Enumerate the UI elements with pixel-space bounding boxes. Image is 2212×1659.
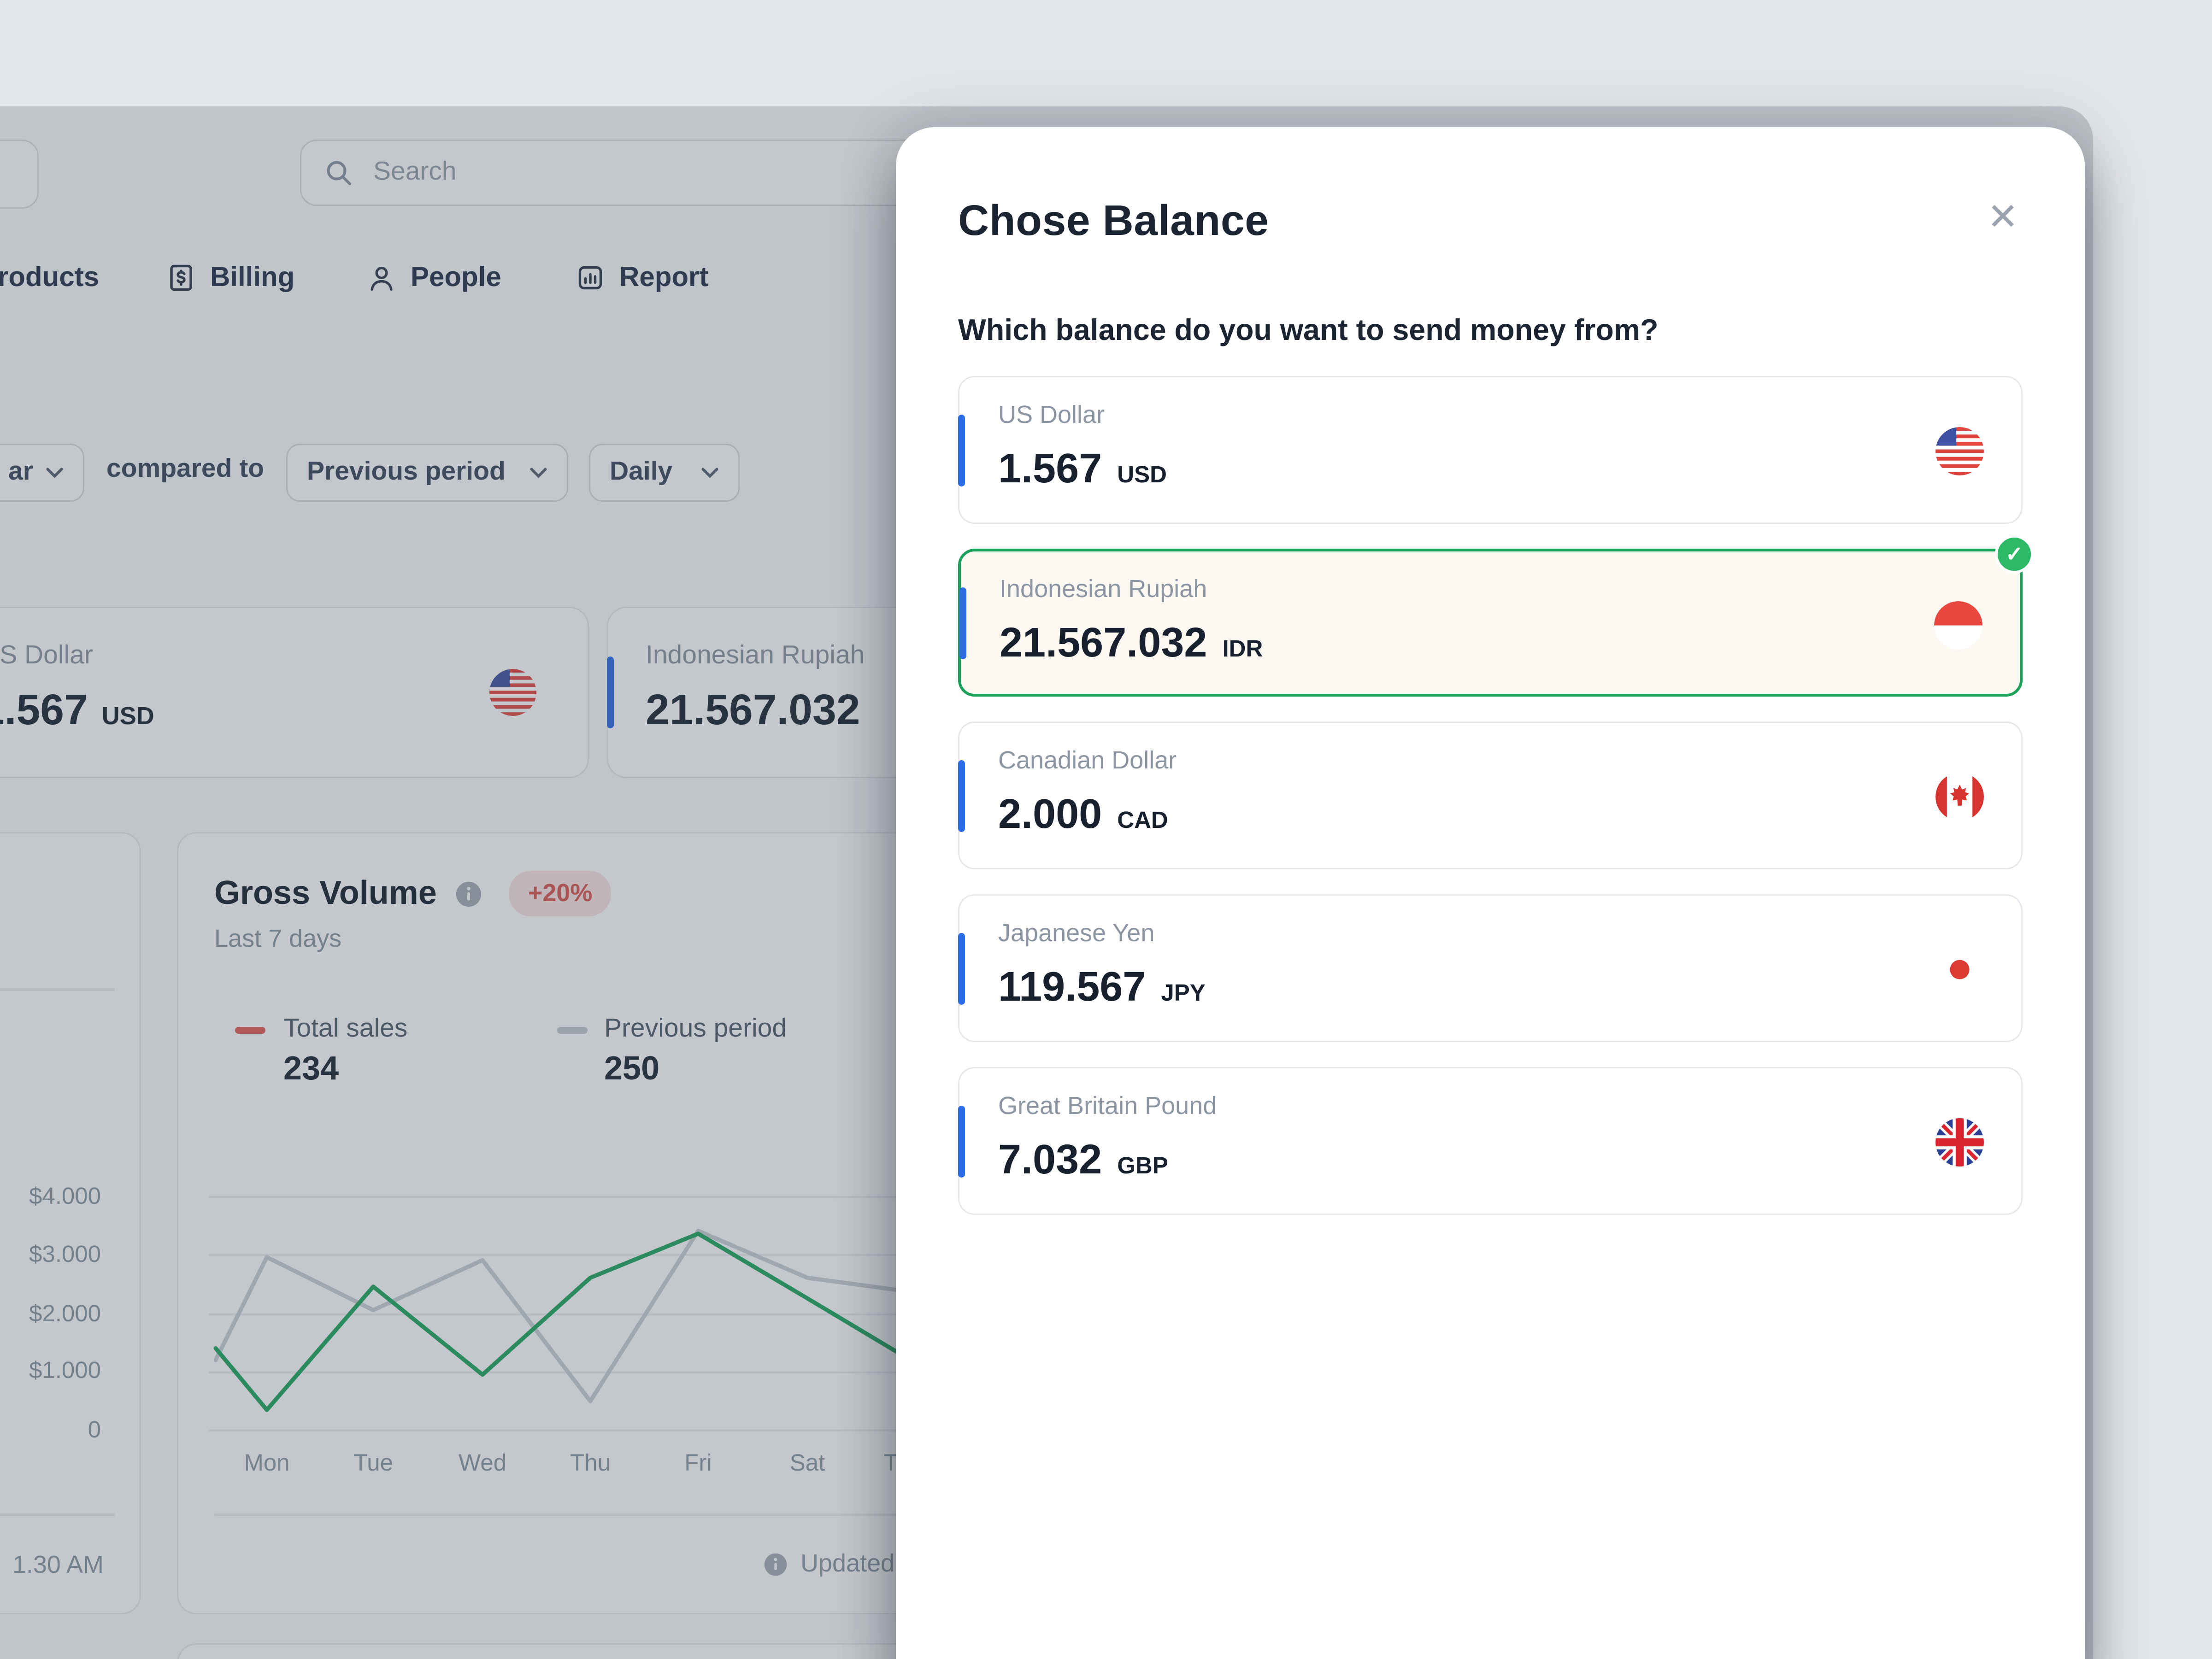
balance-name: Indonesian Rupiah bbox=[1000, 575, 1207, 603]
modal-question: Which balance do you want to send money … bbox=[958, 314, 1659, 347]
nav-item-billing[interactable]: Billing bbox=[166, 258, 294, 297]
balance-option-canadian-dollar[interactable]: Canadian Dollar 2.000 CAD ✓ bbox=[958, 721, 2023, 869]
info-icon[interactable] bbox=[455, 880, 482, 908]
legend-dash-total-sales bbox=[235, 1027, 265, 1033]
balance-name: Japanese Yen bbox=[998, 919, 1155, 947]
billing-icon bbox=[170, 264, 192, 291]
nav-billing-label: Billing bbox=[210, 262, 295, 293]
accent-bar bbox=[958, 1105, 965, 1177]
legend-value: 250 bbox=[604, 1050, 660, 1088]
nav-item-report[interactable]: Report bbox=[575, 258, 708, 297]
balance-currency-code: USD bbox=[101, 702, 154, 730]
x-axis-label: Fri bbox=[684, 1450, 712, 1476]
legend-value: 234 bbox=[283, 1050, 339, 1088]
y-axis-label: $3.000 bbox=[29, 1241, 101, 1267]
balance-options-list: US Dollar 1.567 USD ✓ Indonesian Rupiah … bbox=[958, 376, 2034, 1215]
period-cut-label: ar bbox=[8, 457, 33, 487]
balance-option-japanese-yen[interactable]: Japanese Yen 119.567 JPY ✓ bbox=[958, 894, 2023, 1042]
y-axis-label: 0 bbox=[88, 1417, 101, 1443]
selected-check-icon: ✓ bbox=[1995, 535, 2034, 574]
updated-label: Updated bbox=[800, 1549, 895, 1577]
granularity-label: Daily bbox=[610, 457, 673, 487]
legend-label: Total sales bbox=[283, 1014, 408, 1043]
y-axis-label: $1.000 bbox=[29, 1357, 101, 1383]
updated-info-icon bbox=[764, 1553, 787, 1575]
growth-badge: +20% bbox=[508, 871, 612, 916]
accent-bar bbox=[958, 759, 965, 832]
balance-amount: 1.567 bbox=[998, 446, 1102, 492]
people-icon bbox=[371, 267, 393, 291]
chose-balance-modal: Chose Balance ✕ Which balance do you wan… bbox=[896, 127, 2085, 1659]
uk-flag-icon bbox=[1936, 1118, 1984, 1167]
x-axis-label: Wed bbox=[459, 1450, 506, 1476]
balance-amount: 21.567.032 bbox=[646, 686, 860, 734]
x-axis-label: Thu bbox=[570, 1450, 611, 1476]
granularity-dropdown[interactable]: Daily bbox=[589, 444, 740, 502]
accent-bar bbox=[959, 586, 966, 659]
panel-footer-time: 1.30 AM bbox=[12, 1551, 104, 1578]
x-axis-label: Sat bbox=[789, 1450, 825, 1476]
header-stub-button[interactable] bbox=[0, 140, 39, 209]
balance-name: Canadian Dollar bbox=[998, 746, 1177, 774]
period-cut-dropdown[interactable]: ar bbox=[0, 444, 84, 502]
nav-report-label: Report bbox=[619, 262, 709, 293]
close-icon[interactable]: ✕ bbox=[1987, 196, 2018, 238]
legend-label: Previous period bbox=[604, 1014, 787, 1043]
report-icon bbox=[578, 266, 602, 290]
card-title: Gross Volume bbox=[214, 874, 437, 912]
balance-option-indonesian-rupiah[interactable]: Indonesian Rupiah 21.567.032 IDR ✓ bbox=[958, 535, 2034, 697]
divider bbox=[214, 1513, 1409, 1516]
balance-amount: 7.032 bbox=[998, 1137, 1102, 1183]
previous-period-label: Previous period bbox=[307, 457, 506, 487]
nav-products-label: Products bbox=[0, 262, 100, 293]
previous-period-dropdown[interactable]: Previous period bbox=[286, 444, 568, 502]
accent-bar bbox=[958, 414, 965, 486]
us-flag-icon bbox=[489, 669, 536, 716]
nav-item-people[interactable]: People bbox=[366, 258, 501, 297]
balance-option-us-dollar[interactable]: US Dollar 1.567 USD ✓ bbox=[958, 376, 2023, 524]
search-icon bbox=[327, 161, 351, 185]
chevron-down-icon bbox=[530, 468, 547, 478]
balance-name: US Dollar bbox=[0, 641, 93, 670]
divider bbox=[0, 988, 115, 991]
balance-name: US Dollar bbox=[998, 401, 1105, 428]
card-subtitle: Last 7 days bbox=[214, 925, 342, 952]
balance-currency-code: IDR bbox=[1222, 636, 1263, 662]
accent-bar bbox=[958, 932, 965, 1004]
balance-name: Great Britain Pound bbox=[998, 1092, 1217, 1120]
us-flag-icon bbox=[1936, 427, 1984, 475]
nav-item-products[interactable]: Products bbox=[0, 258, 99, 297]
left-chart-panel: $4.000 $3.000 $2.000 $1.000 0 1.30 AM bbox=[0, 832, 141, 1614]
x-axis-label: Tue bbox=[353, 1450, 394, 1476]
accent-bar bbox=[607, 657, 614, 728]
indonesia-flag-icon bbox=[1934, 601, 1983, 650]
chevron-down-icon bbox=[46, 468, 63, 478]
balance-option-great-britain-pound[interactable]: Great Britain Pound 7.032 GBP ✓ bbox=[958, 1067, 2023, 1215]
usd-balance-card[interactable]: US Dollar 1.567 USD bbox=[0, 607, 589, 778]
x-axis-label: Mon bbox=[244, 1450, 290, 1476]
balance-currency-code: GBP bbox=[1117, 1153, 1168, 1179]
y-axis-label: $4.000 bbox=[29, 1183, 101, 1209]
japan-flag-icon bbox=[1936, 945, 1984, 994]
legend-dash-previous-period bbox=[557, 1027, 588, 1033]
modal-title: Chose Balance bbox=[958, 196, 1269, 245]
balance-currency-code: USD bbox=[1117, 462, 1167, 488]
compared-to-label: compared to bbox=[106, 455, 265, 484]
balance-amount: 1.567 bbox=[0, 686, 88, 734]
balance-amount: 21.567.032 bbox=[1000, 621, 1207, 666]
divider bbox=[0, 1513, 115, 1516]
chevron-down-icon bbox=[701, 468, 718, 478]
nav-people-label: People bbox=[411, 262, 501, 293]
balance-name: Indonesian Rupiah bbox=[646, 641, 865, 670]
balance-amount: 119.567 bbox=[998, 965, 1146, 1010]
balance-currency-code: JPY bbox=[1161, 980, 1206, 1006]
balance-amount: 2.000 bbox=[998, 792, 1102, 838]
balance-currency-code: CAD bbox=[1117, 807, 1168, 833]
y-axis-label: $2.000 bbox=[29, 1301, 101, 1327]
canada-flag-icon bbox=[1936, 773, 1984, 821]
